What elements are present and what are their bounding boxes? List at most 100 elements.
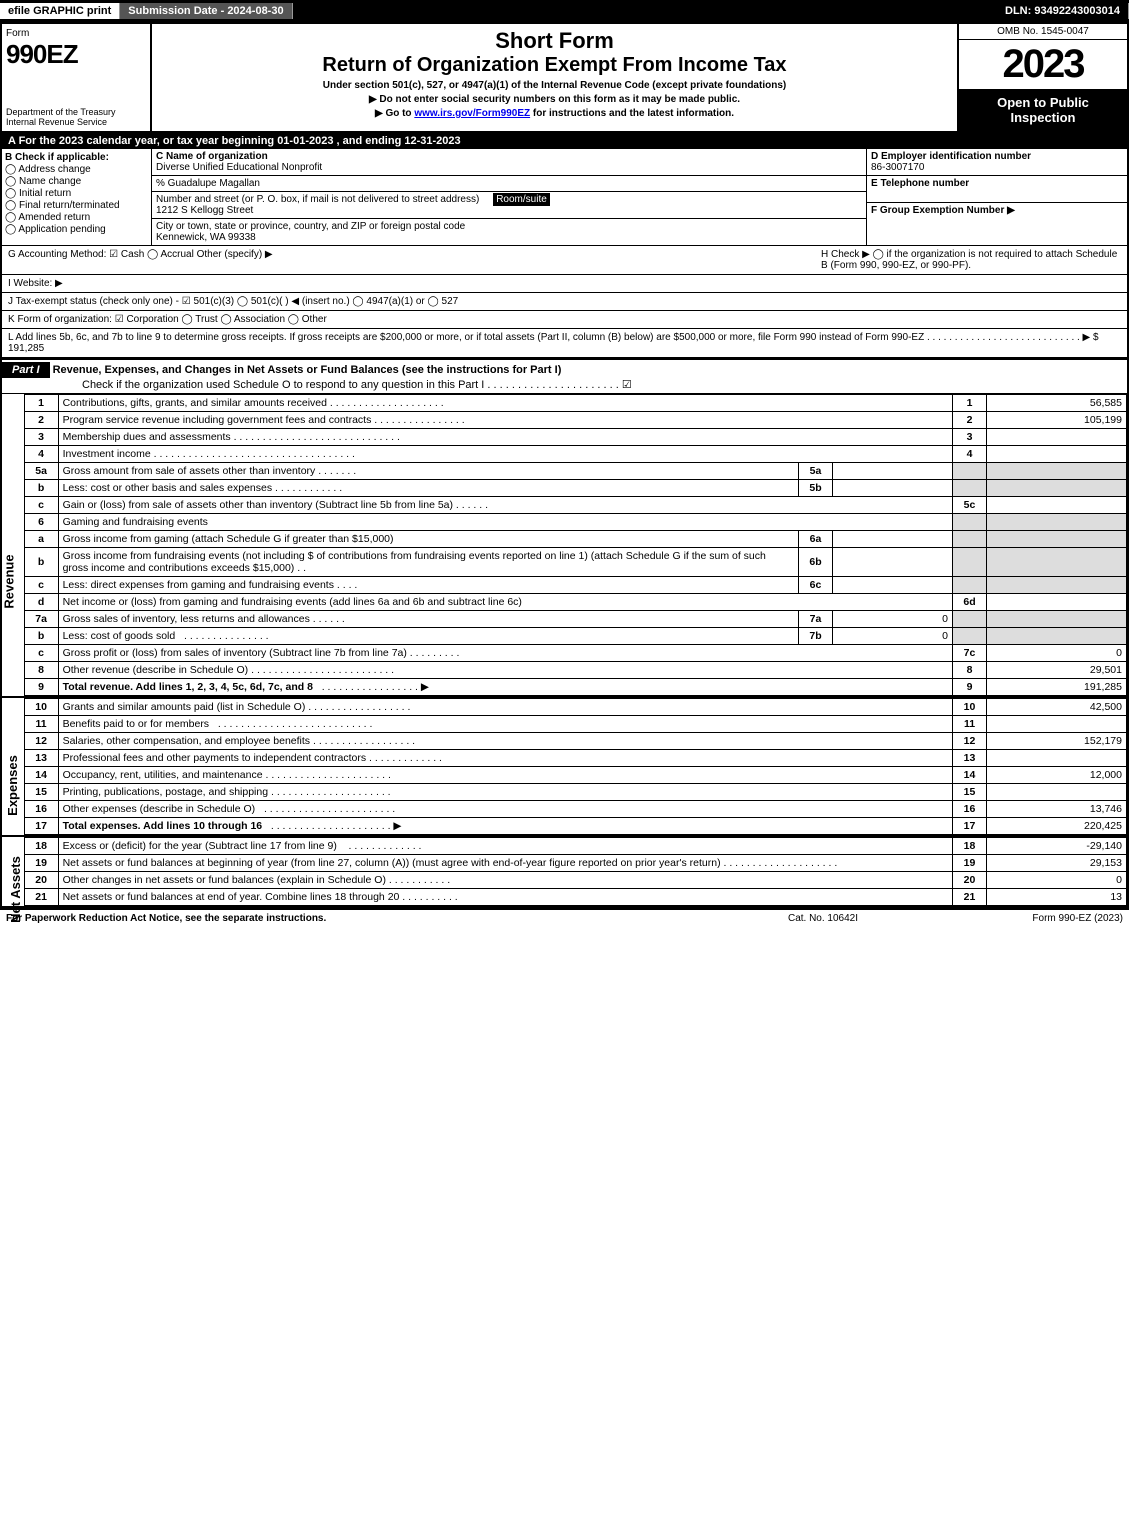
line-12-desc: Salaries, other compensation, and employ…: [63, 735, 310, 747]
line-6a-val: [833, 531, 953, 548]
part1-check: Check if the organization used Schedule …: [2, 379, 632, 391]
omb-number: OMB No. 1545-0047: [959, 24, 1127, 40]
form-header: Form 990EZ Department of the Treasury In…: [2, 24, 1127, 133]
street-lab: Number and street (or P. O. box, if mail…: [156, 194, 479, 205]
footer: For Paperwork Reduction Act Notice, see …: [0, 910, 1129, 927]
topbar: efile GRAPHIC print Submission Date - 20…: [0, 0, 1129, 22]
line-7a-desc: Gross sales of inventory, less returns a…: [63, 613, 310, 625]
line-7a-val: 0: [833, 611, 953, 628]
line-2-val: 105,199: [987, 412, 1127, 429]
C-name-lab: C Name of organization: [156, 151, 268, 162]
line-19-desc: Net assets or fund balances at beginning…: [63, 857, 721, 869]
line-11-desc: Benefits paid to or for members: [63, 718, 209, 730]
col-C: C Name of organizationDiverse Unified Ed…: [152, 149, 867, 245]
revenue-tab: Revenue: [2, 394, 24, 696]
form-container: Form 990EZ Department of the Treasury In…: [0, 22, 1129, 910]
line-5a-val: [833, 463, 953, 480]
netassets-table: 18Excess or (deficit) for the year (Subt…: [24, 837, 1127, 906]
room-lab: Room/suite: [493, 193, 550, 206]
cat-no: Cat. No. 10642I: [723, 913, 923, 924]
revenue-table: 1Contributions, gifts, grants, and simil…: [24, 394, 1127, 696]
line-7b-desc: Less: cost of goods sold: [63, 630, 176, 642]
line-18-val: -29,140: [987, 838, 1127, 855]
expenses-section: Expenses 10Grants and similar amounts pa…: [2, 698, 1127, 837]
line-16-desc: Other expenses (describe in Schedule O): [63, 803, 256, 815]
part1-title: Revenue, Expenses, and Changes in Net As…: [53, 364, 562, 376]
tax-year: 2023: [959, 40, 1127, 89]
part1-label: Part I: [2, 362, 50, 378]
col-DE: D Employer identification number86-30071…: [867, 149, 1127, 245]
line-9-val: 191,285: [987, 679, 1127, 696]
line-K: K Form of organization: ☑ Corporation ◯ …: [2, 311, 1127, 329]
line-7c-desc: Gross profit or (loss) from sales of inv…: [63, 647, 407, 659]
cb-initial-return[interactable]: ◯ Initial return: [5, 188, 148, 199]
line-21-desc: Net assets or fund balances at end of ye…: [63, 891, 400, 903]
line-5c-val: [987, 497, 1127, 514]
B-head: B Check if applicable:: [5, 152, 148, 163]
form-number: 990EZ: [6, 39, 146, 70]
cb-amended[interactable]: ◯ Amended return: [5, 212, 148, 223]
expenses-table: 10Grants and similar amounts paid (list …: [24, 698, 1127, 835]
line-18-desc: Excess or (deficit) for the year (Subtra…: [63, 840, 337, 852]
goto-link[interactable]: ▶ Go to www.irs.gov/Form990EZ for instru…: [156, 108, 953, 119]
netassets-section: Net Assets 18Excess or (deficit) for the…: [2, 837, 1127, 908]
line-13-desc: Professional fees and other payments to …: [63, 752, 367, 764]
line-9-desc: Total revenue. Add lines 1, 2, 3, 4, 5c,…: [63, 681, 313, 693]
efile-label[interactable]: efile GRAPHIC print: [0, 3, 120, 19]
col-CDEF: C Name of organizationDiverse Unified Ed…: [152, 149, 1127, 245]
line-G-H: G Accounting Method: ☑ Cash ◯ Accrual Ot…: [2, 246, 1127, 275]
cb-app-pending[interactable]: ◯ Application pending: [5, 224, 148, 235]
F-lab: F Group Exemption Number ▶: [871, 205, 1015, 216]
city: Kennewick, WA 99338: [156, 232, 256, 243]
header-left: Form 990EZ Department of the Treasury In…: [2, 24, 152, 131]
line-H: H Check ▶ ◯ if the organization is not r…: [821, 249, 1121, 271]
line-G: G Accounting Method: ☑ Cash ◯ Accrual Ot…: [8, 249, 821, 271]
line-5c-desc: Gain or (loss) from sale of assets other…: [63, 499, 453, 511]
dln: DLN: 93492243003014: [997, 3, 1129, 19]
line-7c-val: 0: [987, 645, 1127, 662]
line-1-desc: Contributions, gifts, grants, and simila…: [63, 397, 327, 409]
line-14-desc: Occupancy, rent, utilities, and maintena…: [63, 769, 263, 781]
care-of: % Guadalupe Magallan: [152, 175, 866, 191]
line-8-desc: Other revenue (describe in Schedule O): [63, 664, 249, 676]
under-section: Under section 501(c), 527, or 4947(a)(1)…: [156, 80, 953, 91]
revenue-section: Revenue 1Contributions, gifts, grants, a…: [2, 394, 1127, 698]
open-to-public: Open to Public Inspection: [959, 89, 1127, 131]
line-19-val: 29,153: [987, 855, 1127, 872]
line-3-desc: Membership dues and assessments: [63, 431, 231, 443]
line-5b-desc: Less: cost or other basis and sales expe…: [63, 482, 273, 494]
return-title: Return of Organization Exempt From Incom…: [156, 54, 953, 77]
line-12-val: 152,179: [987, 733, 1127, 750]
line-6-desc: Gaming and fundraising events: [58, 514, 952, 531]
cb-name-change[interactable]: ◯ Name change: [5, 176, 148, 187]
line-14-val: 12,000: [987, 767, 1127, 784]
expenses-tab: Expenses: [2, 698, 24, 835]
line-16-val: 13,746: [987, 801, 1127, 818]
form-label: Form: [6, 28, 146, 39]
line-21-val: 13: [987, 889, 1127, 906]
line-6d-desc: Net income or (loss) from gaming and fun…: [58, 594, 952, 611]
line-10-val: 42,500: [987, 699, 1127, 716]
line-15-val: [987, 784, 1127, 801]
line-4-desc: Investment income: [63, 448, 151, 460]
dept-label: Department of the Treasury Internal Reve…: [6, 107, 146, 127]
E-lab: E Telephone number: [871, 178, 969, 189]
line-17-val: 220,425: [987, 818, 1127, 835]
line-10-desc: Grants and similar amounts paid (list in…: [63, 701, 306, 713]
line-L: L Add lines 5b, 6c, and 7b to line 9 to …: [2, 329, 1127, 358]
line-5b-val: [833, 480, 953, 497]
line-6b-desc: Gross income from fundraising events (no…: [63, 550, 766, 574]
line-13-val: [987, 750, 1127, 767]
line-8-val: 29,501: [987, 662, 1127, 679]
netassets-tab: Net Assets: [2, 837, 24, 906]
line-6d-val: [987, 594, 1127, 611]
cb-address-change[interactable]: ◯ Address change: [5, 164, 148, 175]
line-A: A For the 2023 calendar year, or tax yea…: [2, 133, 1127, 149]
D-lab: D Employer identification number: [871, 151, 1031, 162]
header-right: OMB No. 1545-0047 2023 Open to Public In…: [957, 24, 1127, 131]
col-B: B Check if applicable: ◯ Address change …: [2, 149, 152, 245]
line-20-desc: Other changes in net assets or fund bala…: [63, 874, 386, 886]
cb-final-return[interactable]: ◯ Final return/terminated: [5, 200, 148, 211]
line-4-val: [987, 446, 1127, 463]
line-20-val: 0: [987, 872, 1127, 889]
